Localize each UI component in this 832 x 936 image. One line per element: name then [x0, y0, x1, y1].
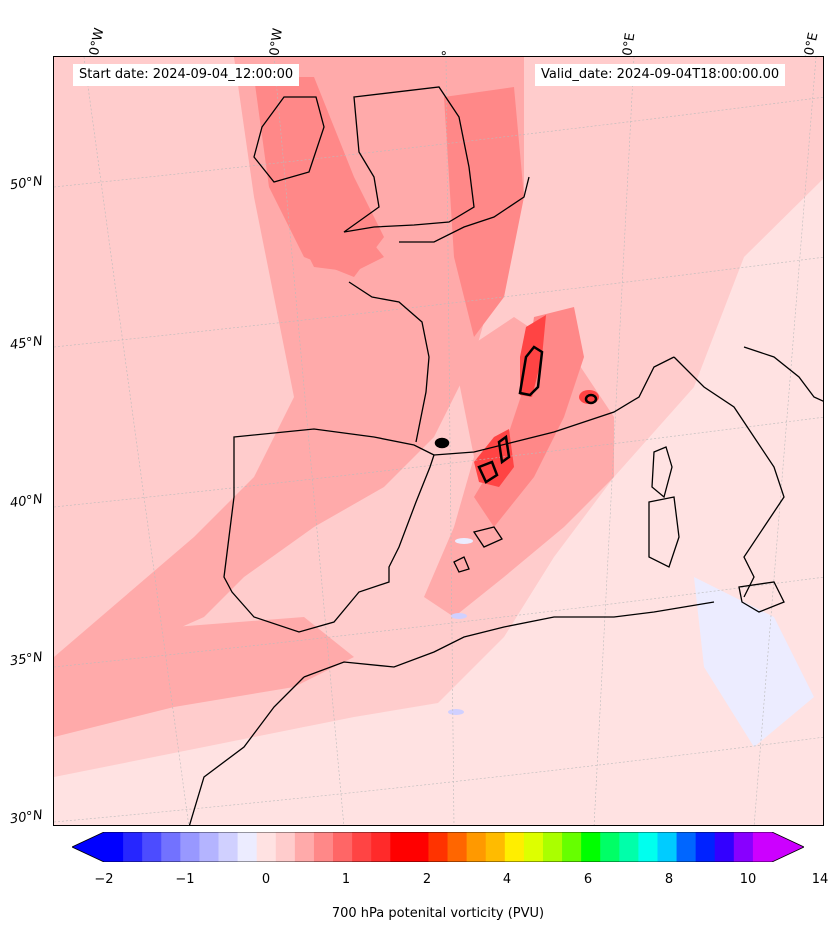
cb-tick-6: 6: [583, 872, 593, 887]
cb-tick-8: 8: [664, 872, 674, 887]
pv-negative-4: [694, 577, 814, 747]
colorbar-segment: [123, 832, 143, 862]
colorbar-segment: [714, 832, 735, 862]
colorbar-extend-low: [72, 832, 104, 862]
pv-zone-medium: [54, 57, 524, 697]
colorbar-segment: [180, 832, 200, 862]
colorbar-segment: [676, 832, 697, 862]
pv-field-map: [54, 57, 823, 825]
colorbar-segment: [581, 832, 601, 862]
cb-tick-neg2: −2: [94, 872, 114, 887]
colorbar-segment: [695, 832, 716, 862]
colorbar-segment: [199, 832, 220, 862]
colorbar-segment: [104, 832, 124, 862]
colorbar-segment: [313, 832, 334, 862]
colorbar-segment: [390, 832, 410, 862]
colorbar-segment: [752, 832, 773, 862]
colorbar-segment: [600, 832, 620, 862]
colorbar-segment: [352, 832, 372, 862]
pv-negative-1: [455, 538, 473, 544]
cb-tick-neg1: −1: [175, 872, 195, 887]
coastlines: [188, 86, 823, 825]
colorbar-segment: [142, 832, 162, 862]
colorbar-label: 700 hPa potenital vorticity (PVU): [331, 906, 545, 921]
valid-date-label: Valid_date: 2024-09-04T18:00:00.00: [535, 64, 786, 86]
lat-label-30n: 30°N: [9, 807, 44, 828]
colorbar-segment: [562, 832, 582, 862]
cb-tick-0: 0: [261, 872, 271, 887]
pv-negative-2: [451, 613, 467, 619]
graticule: [54, 57, 823, 825]
pv-zone-south: [54, 527, 823, 825]
pv-core-2: [474, 429, 514, 487]
pv-zone-strong-4: [304, 232, 384, 272]
colorbar-segment: [447, 832, 468, 862]
lat-label-40n: 40°N: [9, 491, 44, 512]
colorbar: [72, 832, 804, 862]
colorbar-segment: [409, 832, 429, 862]
colorbar-segment: [371, 832, 391, 862]
colorbar-segment: [428, 832, 449, 862]
colorbar-segment: [542, 832, 563, 862]
colorbar-segment: [504, 832, 525, 862]
colorbar-segment: [523, 832, 544, 862]
colorbar-segment: [485, 832, 506, 862]
pv-contours: [434, 345, 598, 484]
colorbar-segment: [161, 832, 181, 862]
colorbar-segment: [218, 832, 239, 862]
cb-tick-2: 2: [422, 872, 432, 887]
colorbar-segment: [466, 832, 487, 862]
lat-label-45n: 45°N: [9, 333, 44, 354]
colorbar-segment: [256, 832, 277, 862]
colorbar-segment: [294, 832, 315, 862]
map-panel: [53, 56, 824, 826]
colorbar-extend-high: [772, 832, 804, 862]
colorbar-segment: [333, 832, 353, 862]
pv-zone-strong-2: [444, 87, 524, 337]
cb-tick-4: 4: [502, 872, 512, 887]
lat-label-35n: 35°N: [9, 649, 44, 670]
pv-core-3: [579, 390, 599, 404]
colorbar-segment: [657, 832, 678, 862]
colorbar-segment: [237, 832, 258, 862]
pv-core-1: [520, 315, 546, 397]
colorbar-segment: [619, 832, 639, 862]
pv-negative-3: [448, 709, 464, 715]
pv-zone-medium-2: [54, 617, 354, 737]
lat-label-50n: 50°N: [9, 173, 44, 194]
colorbar-segment: [733, 832, 754, 862]
colorbar-segment: [638, 832, 658, 862]
cb-tick-1: 1: [341, 872, 351, 887]
colorbar-segment: [275, 832, 296, 862]
cb-tick-14: 14: [811, 872, 829, 887]
cb-tick-10: 10: [739, 872, 757, 887]
start-date-label: Start date: 2024-09-04_12:00:00: [73, 64, 300, 86]
